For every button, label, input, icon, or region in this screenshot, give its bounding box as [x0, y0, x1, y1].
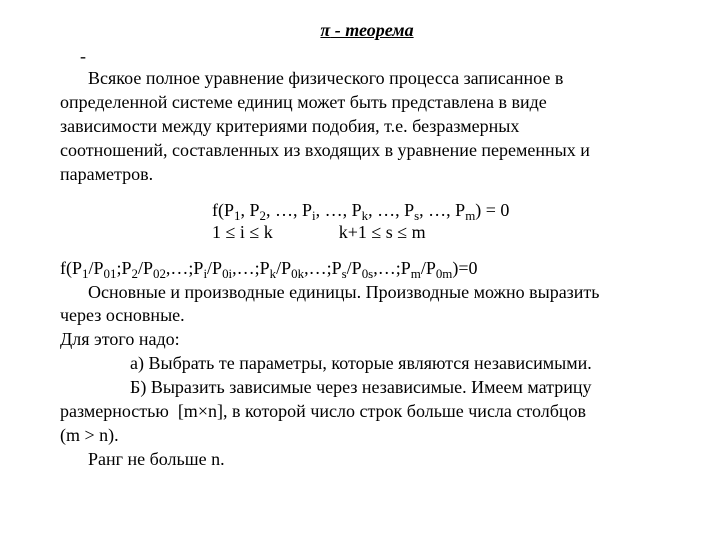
list-item-b-line2: размерностью [m×n], в которой число стро…: [60, 401, 674, 423]
paragraph2-line2: через основные.: [60, 305, 674, 327]
paragraph1-line5: параметров.: [60, 164, 674, 186]
paragraph1-line4: соотношений, составленных из входящих в …: [60, 140, 674, 162]
equation-ratios: f(P1/P01;P2/P02,…;Pi/P0i,…;Pk/P0k,…;Ps/P…: [60, 258, 674, 280]
dash-marker: -: [80, 46, 674, 68]
title: π - теорема: [60, 20, 674, 42]
equation-bounds: 1 ≤ i ≤ k k+1 ≤ s ≤ m: [60, 222, 674, 244]
paragraph-rank: Ранг не больше n.: [60, 449, 674, 471]
list-item-b-line1: Б) Выразить зависимые через независимые.…: [60, 377, 674, 399]
bounds-left: 1 ≤ i ≤ k: [212, 222, 273, 242]
list-item-a: а) Выбрать те параметры, которые являютс…: [60, 353, 674, 375]
bounds-right: k+1 ≤ s ≤ m: [339, 222, 426, 242]
equation-block: f(P1, P2, …, Pi, …, Pk, …, Ps, …, Pm) = …: [60, 200, 674, 244]
paragraph2-line1: Основные и производные единицы. Производ…: [60, 282, 674, 304]
paragraph3: Для этого надо:: [60, 329, 674, 351]
paragraph1-line3: зависимости между критериями подобия, т.…: [60, 116, 674, 138]
page: π - теорема - Всякое полное уравнение фи…: [0, 0, 720, 540]
equation-f: f(P1, P2, …, Pi, …, Pk, …, Ps, …, Pm) = …: [60, 200, 674, 222]
paragraph1-line2: определенной системе единиц может быть п…: [60, 92, 674, 114]
paragraph1-line1: Всякое полное уравнение физического проц…: [60, 68, 674, 90]
list-item-b-line3: (m > n).: [60, 425, 674, 447]
